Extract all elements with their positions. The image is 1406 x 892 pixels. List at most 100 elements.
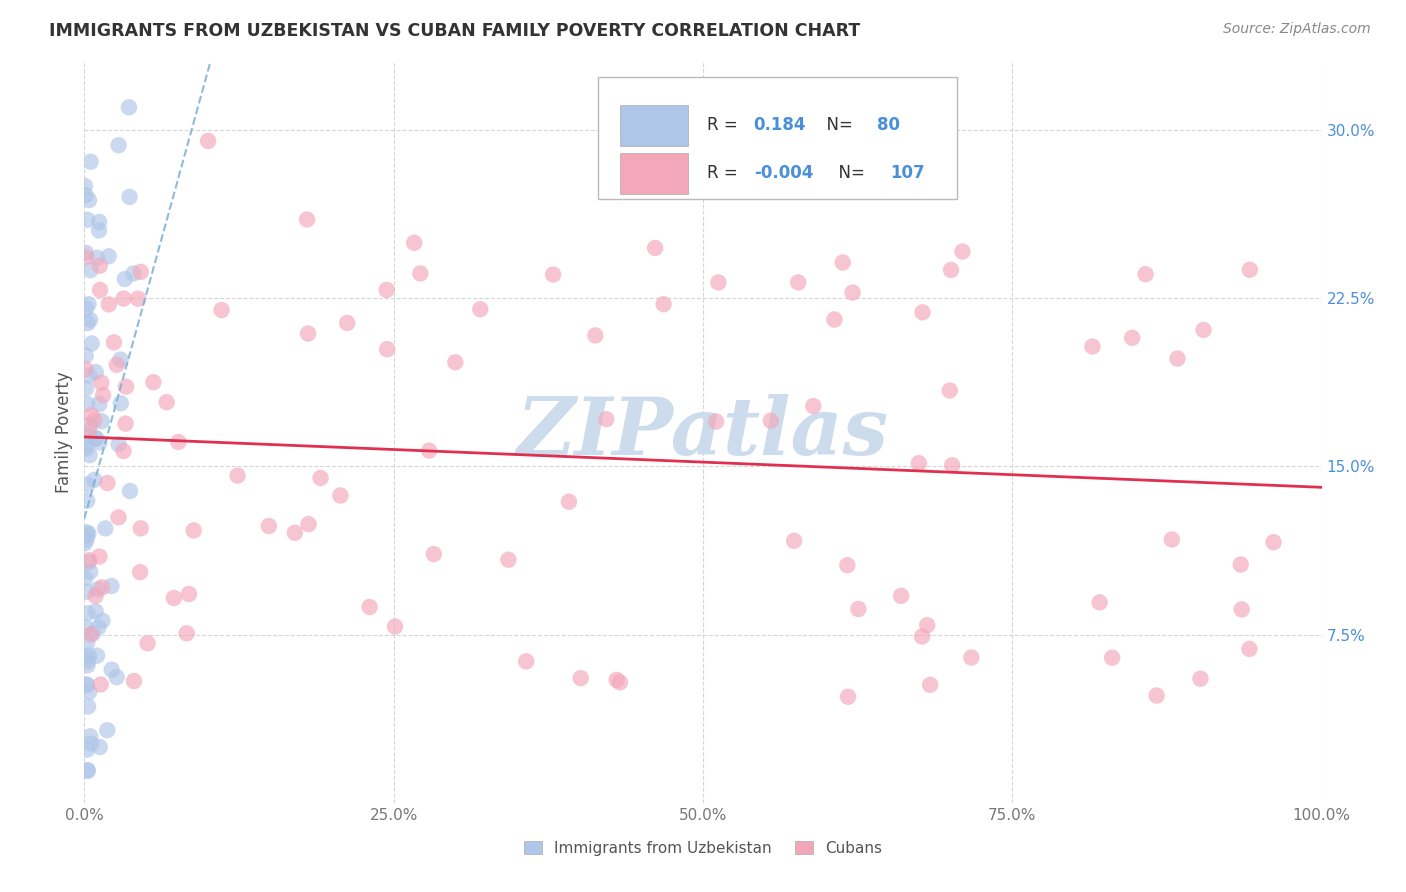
Point [103, 335, 125, 350]
Point [76, 636, 98, 650]
Point [100, 579, 122, 593]
Point [107, 437, 129, 451]
Point [142, 375, 165, 389]
Point [1239, 642, 1261, 657]
Point [409, 267, 432, 281]
Text: Source: ZipAtlas.com: Source: ZipAtlas.com [1223, 22, 1371, 37]
Point [91, 580, 114, 594]
Point [1192, 323, 1215, 337]
Point [122, 673, 145, 688]
Point [127, 292, 149, 306]
Point [915, 618, 938, 632]
Point [920, 678, 942, 692]
Point [112, 292, 135, 306]
Text: N=: N= [828, 164, 870, 183]
Point [129, 565, 152, 579]
Point [295, 212, 318, 227]
Point [77, 648, 100, 663]
Point [89, 397, 111, 411]
Point [1146, 689, 1168, 703]
Point [75, 442, 97, 456]
Text: N=: N= [815, 116, 858, 135]
Point [76, 493, 98, 508]
Point [76, 606, 98, 620]
Point [76, 533, 98, 547]
Point [75, 301, 97, 316]
Point [129, 265, 152, 279]
Point [1101, 650, 1123, 665]
Point [76, 397, 98, 411]
Point [911, 305, 934, 319]
Point [77, 555, 100, 569]
Point [100, 663, 122, 677]
Point [783, 533, 806, 548]
Point [595, 412, 617, 426]
Point [89, 283, 111, 297]
Point [76, 678, 98, 692]
Point [226, 468, 249, 483]
Point [129, 521, 152, 535]
Point [297, 517, 319, 532]
Point [84, 589, 107, 603]
Point [837, 690, 859, 704]
Point [375, 342, 398, 356]
Point [90, 414, 112, 428]
Point [890, 589, 912, 603]
Point [284, 525, 307, 540]
Point [823, 312, 845, 326]
Point [115, 379, 138, 393]
Point [404, 235, 426, 250]
Point [118, 190, 141, 204]
Point [384, 619, 406, 633]
Point [422, 547, 444, 561]
Point [75, 381, 97, 395]
Point [76, 529, 98, 543]
Point [80, 336, 103, 351]
Bar [620, 105, 688, 145]
Point [515, 654, 537, 668]
Point [76, 764, 98, 778]
Text: -0.004: -0.004 [754, 164, 813, 183]
FancyBboxPatch shape [598, 78, 956, 200]
Point [84, 432, 107, 446]
Point [96, 475, 118, 490]
Point [89, 739, 111, 754]
Point [759, 414, 782, 428]
Point [609, 675, 631, 690]
Point [75, 188, 97, 202]
Point [541, 268, 564, 282]
Point [87, 620, 110, 634]
Point [76, 742, 98, 756]
Point [1135, 267, 1157, 281]
Point [911, 630, 934, 644]
Point [176, 626, 198, 640]
Point [86, 251, 108, 265]
Point [1229, 558, 1251, 572]
Point [375, 283, 398, 297]
Text: IMMIGRANTS FROM UZBEKISTAN VS CUBAN FAMILY POVERTY CORRELATION CHART: IMMIGRANTS FROM UZBEKISTAN VS CUBAN FAMI… [49, 22, 860, 40]
Point [77, 368, 100, 383]
Point [76, 677, 98, 691]
Point [75, 250, 97, 264]
Point [87, 223, 110, 237]
Point [803, 399, 825, 413]
Point [89, 435, 111, 450]
Point [177, 587, 200, 601]
Point [75, 349, 97, 363]
Point [76, 316, 98, 330]
Point [156, 395, 179, 409]
Point [1121, 331, 1143, 345]
Point [82, 626, 104, 640]
Point [84, 365, 107, 379]
Point [75, 245, 97, 260]
Point [939, 263, 962, 277]
Point [79, 729, 101, 743]
Point [77, 193, 100, 207]
Point [84, 604, 107, 618]
Point [787, 276, 810, 290]
Point [86, 648, 108, 663]
Point [114, 272, 136, 286]
Point [77, 429, 100, 443]
Point [707, 276, 730, 290]
Point [79, 263, 101, 277]
